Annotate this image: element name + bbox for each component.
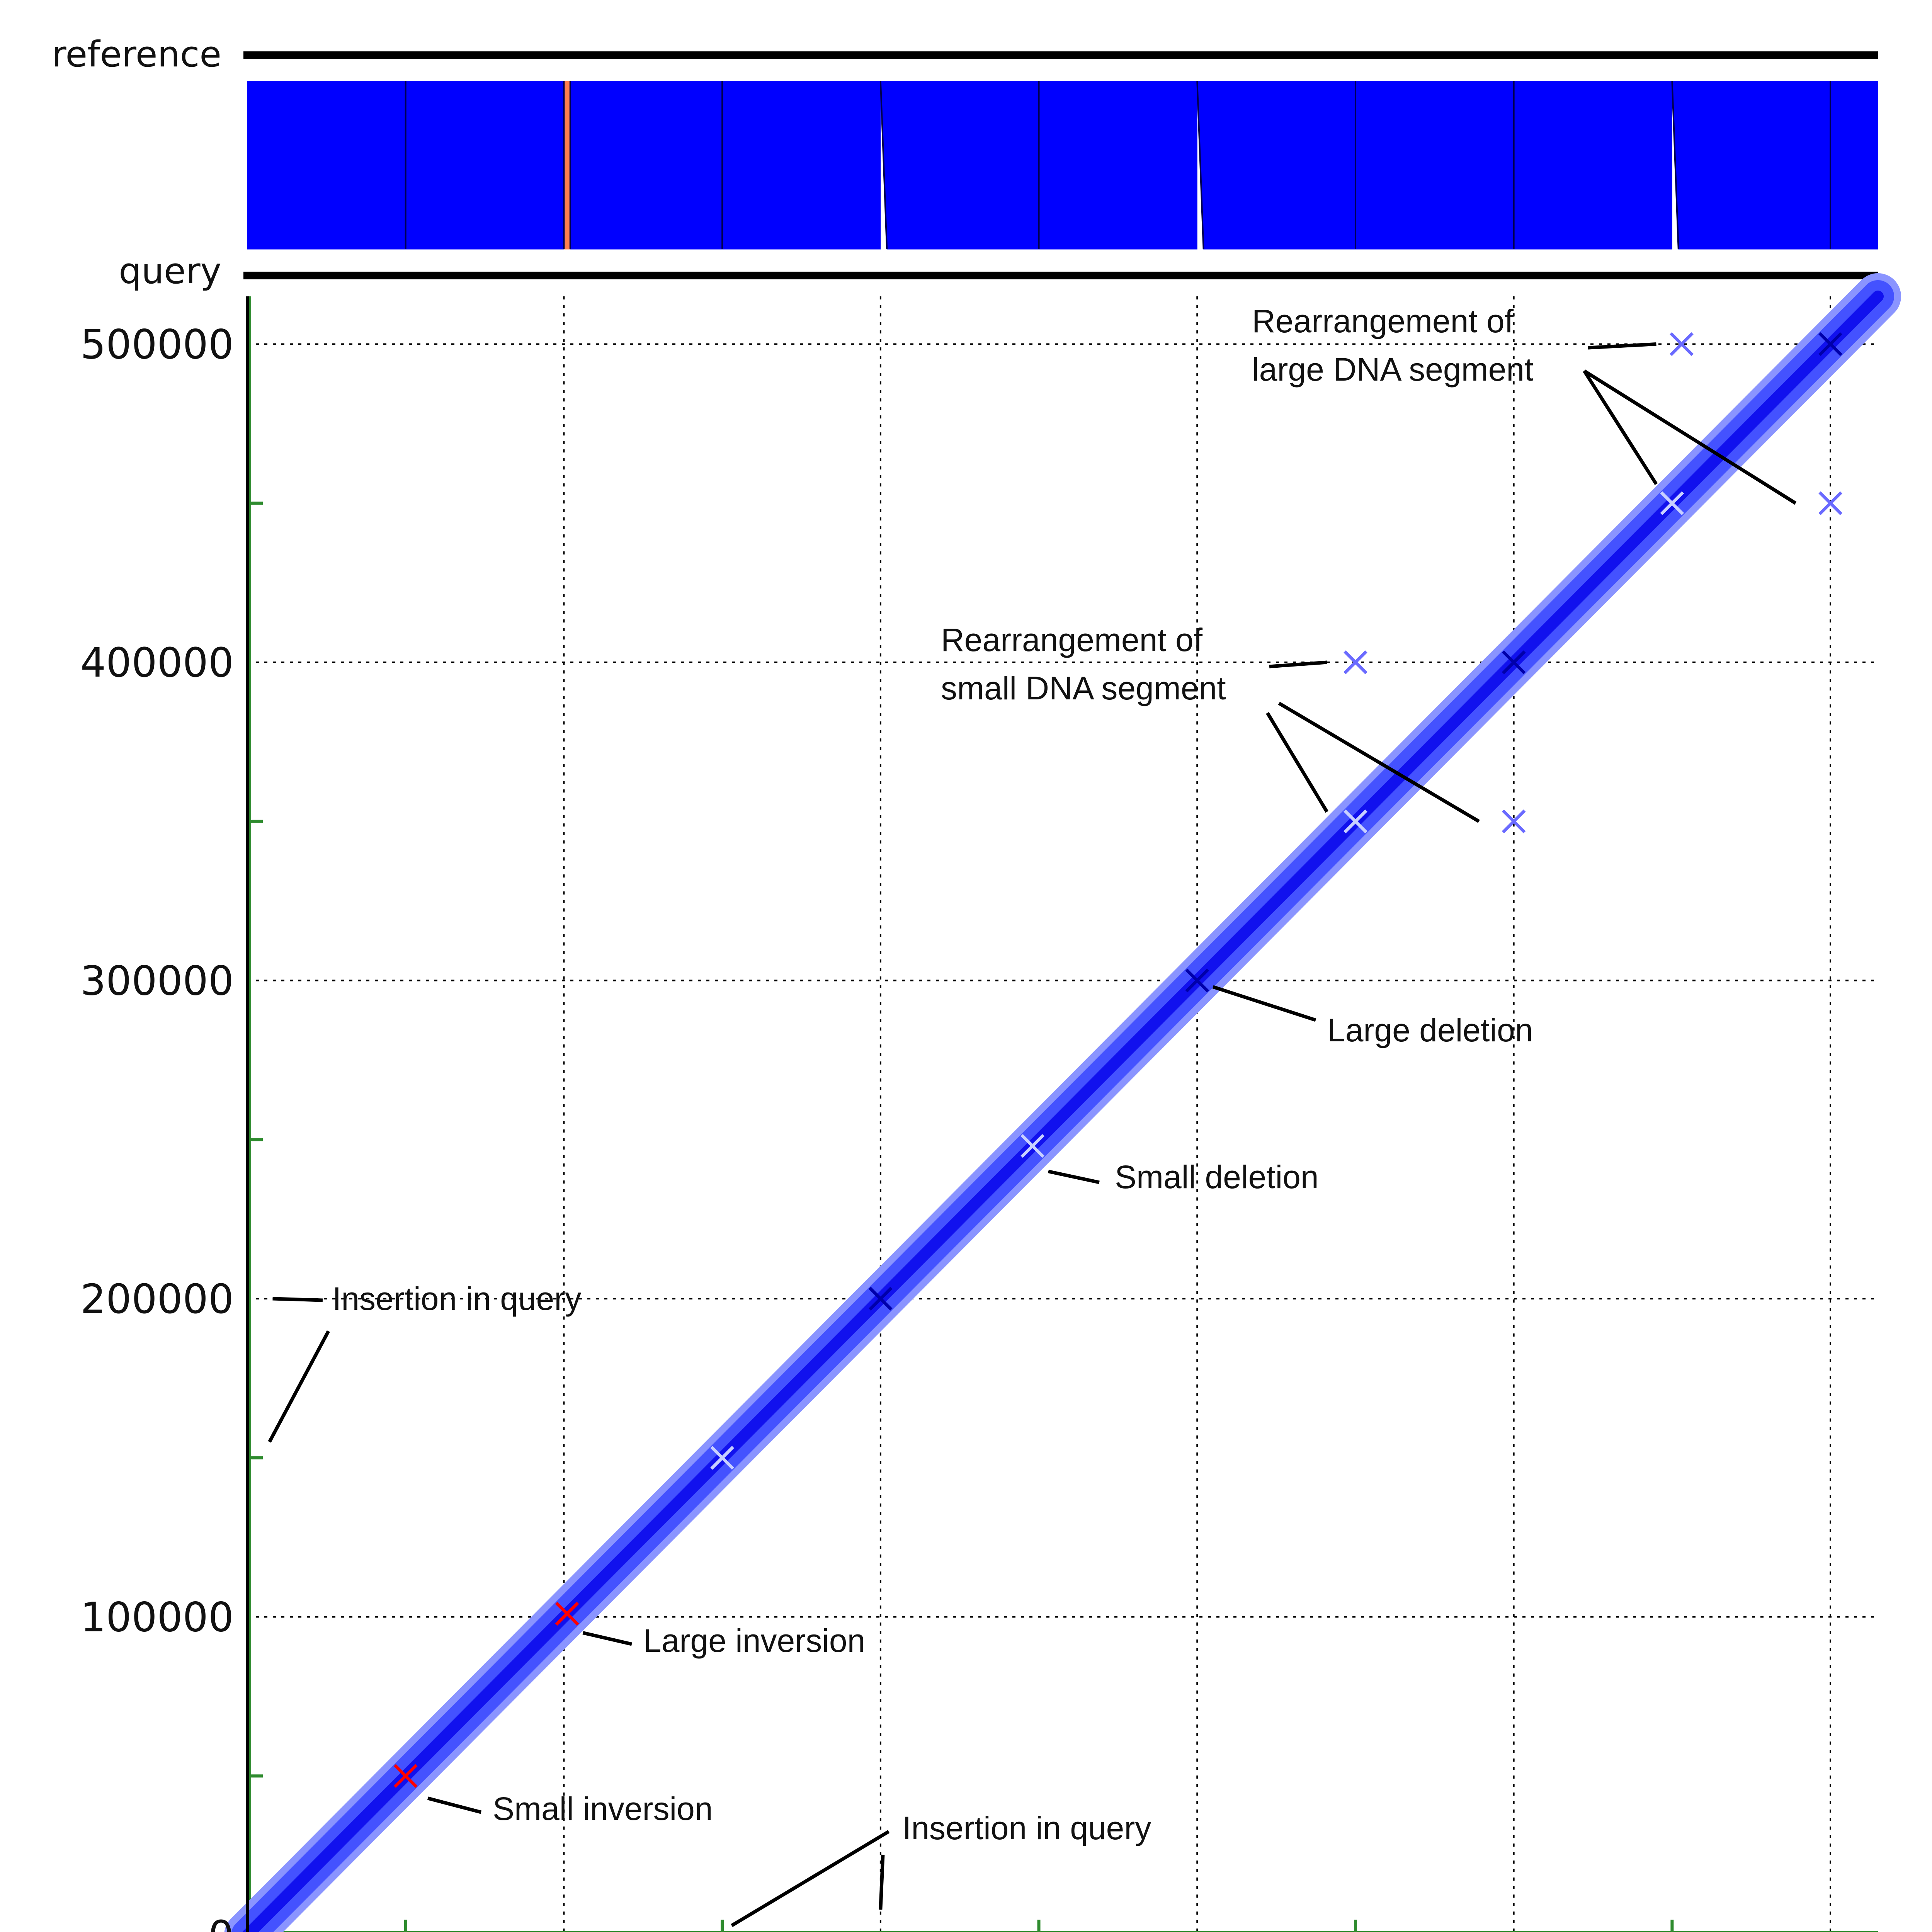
alignment-marker-7 [1344,809,1367,833]
annotation-arrow [1266,712,1329,813]
annotation-insertion-y: Insertion in query [268,1281,581,1443]
synteny-block-5 [722,81,881,250]
marker-stroke-b [1502,809,1526,833]
marker-stroke-b [1020,1134,1044,1158]
y-tick-label-4: 400000 [80,639,234,686]
annotation-arrow [731,1830,890,1927]
annotation-text-line: Insertion in query [902,1810,1151,1846]
annotation-text-line: Small inversion [493,1791,713,1827]
annotation-arrow [879,1854,885,1910]
annotation-text-line: Rearrangement of [1252,303,1514,339]
marker-stroke-b [1660,491,1684,515]
annotation-arrow [1588,342,1657,350]
reference-track-label: reference [52,34,221,75]
annotation-small-deletion: Small deletion [1048,1159,1319,1195]
synteny-separator-10 [1671,81,1679,250]
annotation-arrow [1583,370,1658,485]
annotation-insertion-x: Insertion in query [731,1810,1151,1927]
synteny-block-10 [1514,81,1672,250]
alignment-marker-14 [1818,332,1842,356]
axes [246,296,249,1932]
annotation-arrow [272,1297,323,1302]
alignment-marker-6 [1185,968,1209,993]
alignment-marker-5 [1020,1134,1044,1158]
annotation-arrow [1583,369,1797,505]
annotation-arrow [582,1631,633,1646]
alignment-marker-4 [869,1287,893,1311]
query-track-label: query [119,250,221,292]
annotation-large-rearrangement: Rearrangement of large DNA segment [1252,303,1797,505]
synteny-separator-7 [1196,81,1204,250]
grid-lines [247,296,1878,1932]
y-tick-label-1: 100000 [80,1594,234,1641]
annotation-arrow [1212,985,1316,1022]
marker-stroke-b [710,1446,734,1470]
alignment-marker-9 [1502,809,1526,833]
annotation-text-line: Large deletion [1327,1012,1533,1048]
marker-stroke-b [555,1602,579,1626]
synteny-block-6 [880,81,1039,250]
synteny-block-7 [1039,81,1197,250]
diagonal-core [242,291,1884,1932]
marker-stroke-b [1502,650,1526,674]
marker-stroke-b [1185,968,1209,993]
synteny-block-8 [1197,81,1356,250]
annotation-arrow [427,1796,482,1814]
y-tick-label-2: 200000 [80,1276,234,1323]
alignment-diagonal [224,273,1901,1932]
alignment-marker-11 [1660,491,1684,515]
y-tick-label-0: 0 [208,1912,234,1932]
synteny-block-3 [563,81,571,250]
annotation-text-line: Insertion in query [332,1281,581,1317]
annotation-small-inversion: Small inversion [427,1791,713,1827]
annotation-arrow [1048,1170,1100,1184]
annotation-large-inversion: Large inversion [582,1622,865,1659]
marker-stroke-b [1818,491,1842,515]
synteny-block-11 [1672,81,1831,250]
marker-stroke-b [1344,809,1367,833]
annotation-text-line: Large inversion [643,1622,865,1659]
annotation-text-line: Rearrangement of [941,622,1203,658]
annotation-text-line: small DNA segment [941,670,1226,706]
tick-labels: 0100000200000300000400000500000010000020… [80,321,234,1932]
synteny-panel: reference query [52,34,1878,292]
marker-stroke-b [869,1287,893,1311]
y-tick-label-5: 500000 [80,321,234,368]
alignment-markers [393,332,1842,1788]
synteny-block-2 [405,81,564,250]
marker-stroke-b [1818,332,1842,356]
annotation-text-line: large DNA segment [1252,351,1533,388]
alignment-marker-13 [1818,491,1842,515]
annotation-large-deletion: Large deletion [1212,985,1533,1048]
marker-stroke-b [1670,332,1694,356]
alignment-marker-8 [1344,650,1367,674]
alignment-marker-3 [710,1446,734,1470]
annotation-arrow [268,1330,330,1443]
synteny-block-1 [247,81,406,250]
marker-stroke-b [393,1764,418,1788]
annotation-text-line: Small deletion [1115,1159,1319,1195]
synteny-block-4 [570,81,723,250]
alignment-marker-2 [555,1602,579,1626]
synteny-blocks [247,81,1878,250]
alignment-marker-10 [1502,650,1526,674]
annotation-arrow [1269,660,1327,668]
alignment-marker-12 [1670,332,1694,356]
marker-stroke-b [1344,650,1367,674]
coverage-traces [247,296,1878,1932]
alignment-marker-1 [393,1764,418,1788]
synteny-block-9 [1355,81,1514,250]
y-tick-label-3: 300000 [80,957,234,1005]
annotation-arrow [1278,702,1480,823]
plot-area: 0100000200000300000400000500000010000020… [80,273,1901,1932]
annotation-small-rearrangement: Rearrangement of small DNA segment [941,622,1480,823]
synteny-separator-5 [879,81,888,250]
synteny-block-12 [1830,81,1878,250]
